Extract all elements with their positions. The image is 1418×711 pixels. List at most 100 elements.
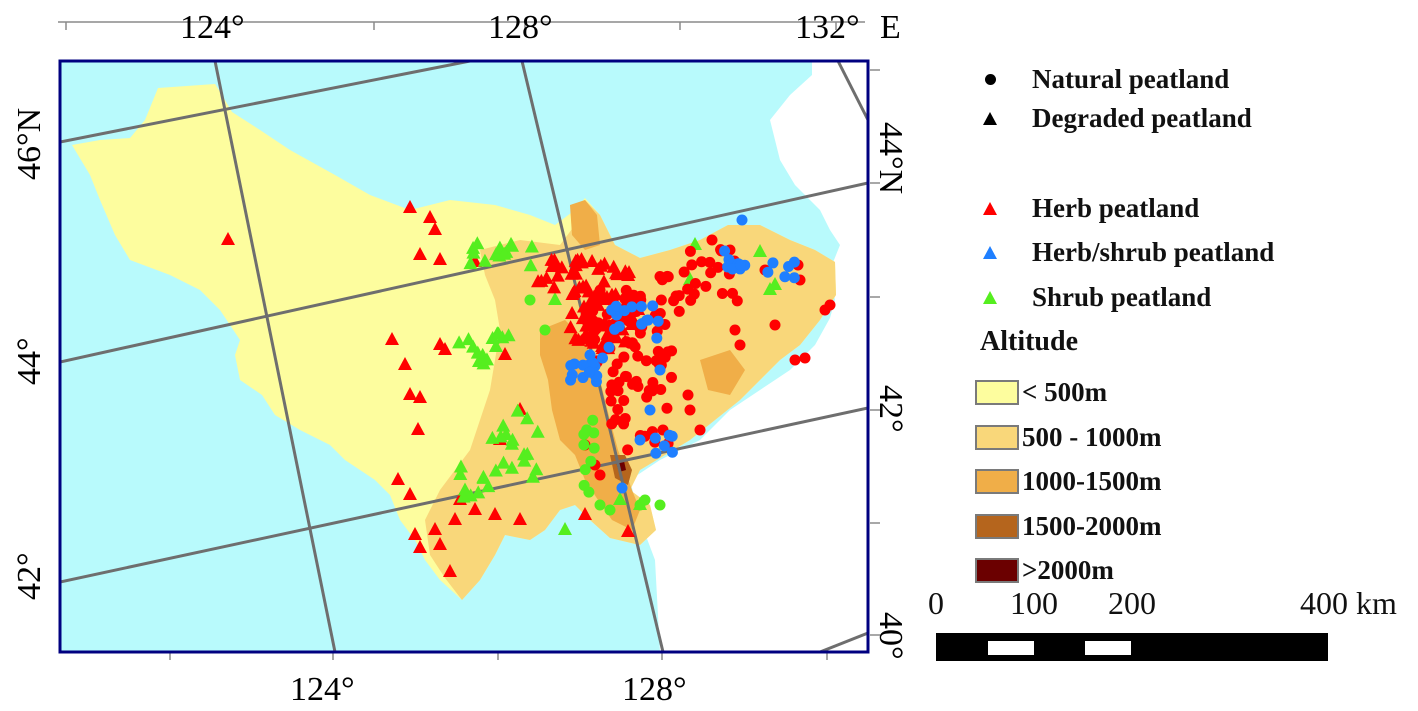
- natural-peatland-marker: [605, 395, 617, 407]
- natural-peatland-marker: [584, 349, 596, 361]
- scale-label-100: 100: [1010, 585, 1058, 621]
- natural-peatland-marker: [789, 354, 801, 366]
- altitude-class-label: 1500-2000m: [1022, 511, 1162, 541]
- altitude-title: Altitude: [980, 326, 1078, 357]
- natural-peatland-marker: [650, 447, 662, 459]
- degraded-peatland-marker: [411, 422, 425, 435]
- degraded-peatland-marker: [547, 280, 562, 294]
- scale-label-400km: 400 km: [1300, 585, 1397, 621]
- natural-peatland-marker: [588, 325, 600, 337]
- altitude-swatch: [975, 469, 1019, 494]
- degraded-peatland-marker: [491, 326, 506, 340]
- altitude-swatch: [975, 514, 1019, 539]
- altitude-class-1: < 500m: [975, 377, 1107, 408]
- degraded-peatland-marker: [423, 210, 437, 223]
- natural-peatland-marker: [620, 284, 632, 296]
- degraded-peatland-marker: [585, 253, 600, 267]
- degraded-peatland-marker: [463, 256, 478, 270]
- left-lat-label-46N: 46°N: [11, 108, 48, 180]
- degraded-peatland-marker: [525, 469, 540, 483]
- natural-peatland-marker: [579, 464, 591, 476]
- natural-peatland-marker: [616, 482, 628, 494]
- legend: Natural peatland Degraded peatland Herb …: [975, 60, 1415, 660]
- altitude-class-2: 500 - 1000m: [975, 422, 1161, 453]
- natural-peatland-marker: [689, 277, 701, 289]
- degraded-peatland-marker: [458, 482, 473, 496]
- natural-peatland-marker: [632, 350, 644, 362]
- natural-peatland-marker: [586, 298, 598, 310]
- degraded-peatland-marker: [428, 222, 442, 235]
- natural-peatland-marker: [587, 414, 599, 426]
- natural-peatland-marker: [610, 300, 622, 312]
- natural-peatland-marker: [524, 294, 536, 306]
- natural-peatland-marker: [719, 245, 731, 257]
- degraded-peatland-marker: [471, 485, 486, 499]
- degraded-peatland-marker: [428, 522, 442, 535]
- natural-peatland-marker: [700, 280, 712, 292]
- legend-degraded: Degraded peatland: [975, 103, 1252, 134]
- natural-peatland-marker: [729, 324, 741, 336]
- natural-peatland-marker: [642, 314, 654, 326]
- peatland-points: [221, 200, 836, 577]
- map-frame: [58, 59, 870, 654]
- natural-peatland-marker: [589, 334, 601, 346]
- natural-peatland-marker: [665, 371, 677, 383]
- natural-peatland-marker: [646, 385, 658, 397]
- degraded-peatland-marker: [456, 489, 471, 503]
- natural-peatland-marker: [661, 402, 673, 414]
- degraded-peatland-marker: [558, 522, 572, 535]
- natural-peatland-marker: [685, 294, 697, 306]
- natural-peatland-marker: [661, 270, 673, 282]
- degraded-peatland-marker: [520, 411, 535, 425]
- natural-peatland-marker: [583, 486, 595, 498]
- scale-label-0: 0: [928, 585, 944, 621]
- right-lat-label-44N: 44°N: [872, 122, 909, 194]
- scale-segment-white: [1085, 641, 1131, 655]
- altitude-class-label: 500 - 1000m: [1022, 422, 1162, 452]
- natural-peatland-marker: [678, 266, 690, 278]
- natural-peatland-marker: [611, 358, 623, 370]
- degraded-peatland-marker: [550, 268, 565, 282]
- degraded-peatland-marker: [513, 512, 527, 525]
- natural-peatland-marker: [736, 214, 748, 226]
- degraded-peatland-marker: [572, 280, 587, 294]
- natural-peatland-marker: [658, 440, 670, 452]
- natural-peatland-marker: [604, 504, 616, 516]
- degraded-peatland-marker: [529, 462, 544, 476]
- natural-peatland-marker: [618, 305, 630, 317]
- top-lon-label-124: 124°: [180, 9, 245, 46]
- natural-peatland-marker: [619, 412, 631, 424]
- natural-peatland-marker: [684, 404, 696, 416]
- degraded-peatland-marker: [476, 470, 491, 484]
- green-triangle-icon: [975, 291, 1005, 304]
- natural-peatland-marker: [639, 494, 651, 506]
- degraded-peatland-marker: [548, 292, 562, 305]
- degraded-peatland-marker: [481, 479, 496, 493]
- natural-peatland-marker: [612, 404, 624, 416]
- degraded-peatland-marker: [604, 287, 619, 301]
- legend-natural: Natural peatland: [975, 64, 1229, 95]
- degraded-peatland-marker: [413, 540, 427, 553]
- highland-region-3: [700, 350, 745, 395]
- altitude-swatch: [975, 558, 1019, 583]
- natural-peatland-marker: [588, 442, 600, 454]
- degraded-peatland-marker: [493, 429, 508, 443]
- natural-peatland-marker: [578, 428, 590, 440]
- degraded-peatland-marker: [453, 459, 468, 473]
- legend-herb-label: Herb peatland: [1032, 193, 1200, 223]
- degraded-peatland-marker: [470, 345, 485, 359]
- legend-herb-shrub: Herb/shrub peatland: [975, 237, 1274, 268]
- highland-region-2: [570, 200, 600, 250]
- natural-peatland-marker: [635, 300, 647, 312]
- blue-triangle-icon: [975, 246, 1005, 259]
- degraded-peatland-marker: [539, 270, 554, 284]
- natural-peatland-marker: [705, 267, 717, 279]
- degraded-peatland-marker: [438, 342, 452, 355]
- natural-peatland-marker: [652, 315, 664, 327]
- natural-peatland-marker: [666, 446, 678, 458]
- natural-peatland-marker: [663, 429, 675, 441]
- natural-peatland-marker: [654, 364, 666, 376]
- legend-natural-label: Natural peatland: [1032, 64, 1230, 94]
- natural-peatland-marker: [682, 283, 694, 295]
- natural-peatland-marker: [589, 317, 601, 329]
